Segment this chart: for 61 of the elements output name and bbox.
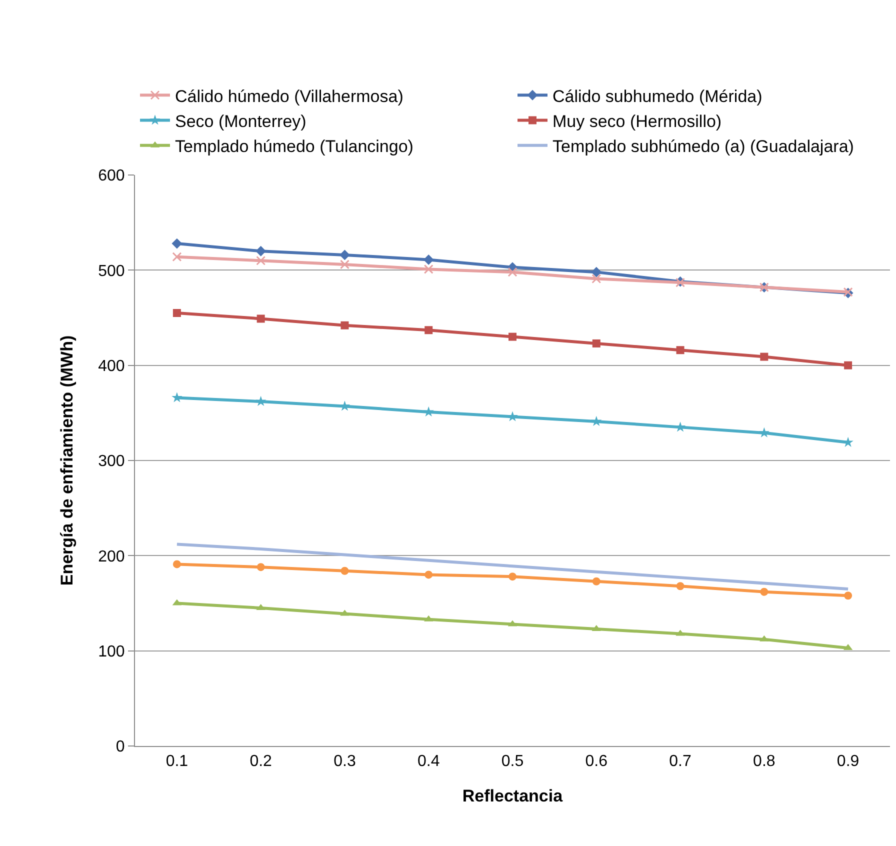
point (340, 321, 349, 330)
point (508, 267, 518, 277)
point (508, 572, 516, 581)
point (256, 396, 266, 406)
point (676, 346, 684, 354)
point (591, 416, 602, 426)
point (424, 264, 434, 274)
legend-label: Templado húmedo (Tulancingo) (175, 136, 414, 156)
point (592, 274, 602, 284)
point (758, 427, 770, 438)
point (256, 256, 266, 266)
x-tick-label: 0.5 (501, 753, 524, 770)
point (507, 411, 518, 422)
y-axis-title: Energía de enfriamiento (MWh) (58, 335, 77, 586)
y-tick-label: 0 (116, 738, 125, 756)
point (424, 570, 433, 579)
y-tick-label: 400 (98, 358, 125, 375)
legend-label: Seco (Monterrey) (175, 112, 306, 131)
point (172, 238, 182, 249)
point (424, 326, 433, 334)
point (423, 254, 434, 265)
point (760, 588, 768, 596)
x-tick-label: 0.1 (166, 753, 188, 770)
x-tick-label: 0.9 (836, 753, 860, 770)
point (340, 566, 349, 575)
x-tick-label: 0.7 (669, 753, 692, 770)
y-tick-label: 300 (98, 453, 125, 470)
point (676, 582, 684, 590)
x-tick-label: 0.2 (250, 753, 272, 770)
point (256, 246, 266, 256)
point (172, 252, 182, 262)
point (844, 361, 852, 370)
point (340, 260, 350, 270)
point (340, 250, 350, 260)
point (592, 339, 600, 348)
y-tick-label: 500 (98, 262, 125, 280)
point (172, 392, 182, 402)
point (760, 352, 768, 361)
x-tick-label: 0.4 (417, 753, 440, 770)
point (423, 406, 434, 416)
y-tick-label: 200 (98, 548, 125, 566)
point (172, 560, 181, 568)
point (256, 563, 265, 572)
point (172, 308, 181, 317)
y-tick-label: 600 (98, 168, 125, 185)
x-tick-label: 0.6 (585, 753, 608, 770)
x-tick-label: 0.8 (753, 753, 776, 770)
point (339, 400, 350, 411)
y-tick-label: 100 (98, 643, 125, 660)
x-tick-label: 0.3 (334, 753, 356, 770)
x-axis-title: Reflectancia (462, 786, 564, 806)
point (256, 314, 265, 323)
line-series (175, 542, 850, 590)
point (844, 592, 852, 600)
point (592, 577, 600, 586)
legend-label: Templado subhúmedo (a) (Guadalajara) (552, 136, 854, 156)
point (591, 266, 602, 278)
legend-label: Cálido subhumedo (Mérida) (552, 86, 762, 106)
legend-label: Cálido húmedo (Villahermosa) (175, 86, 404, 106)
point (508, 332, 516, 341)
legend-label: Muy seco (Hermosillo) (552, 112, 722, 131)
